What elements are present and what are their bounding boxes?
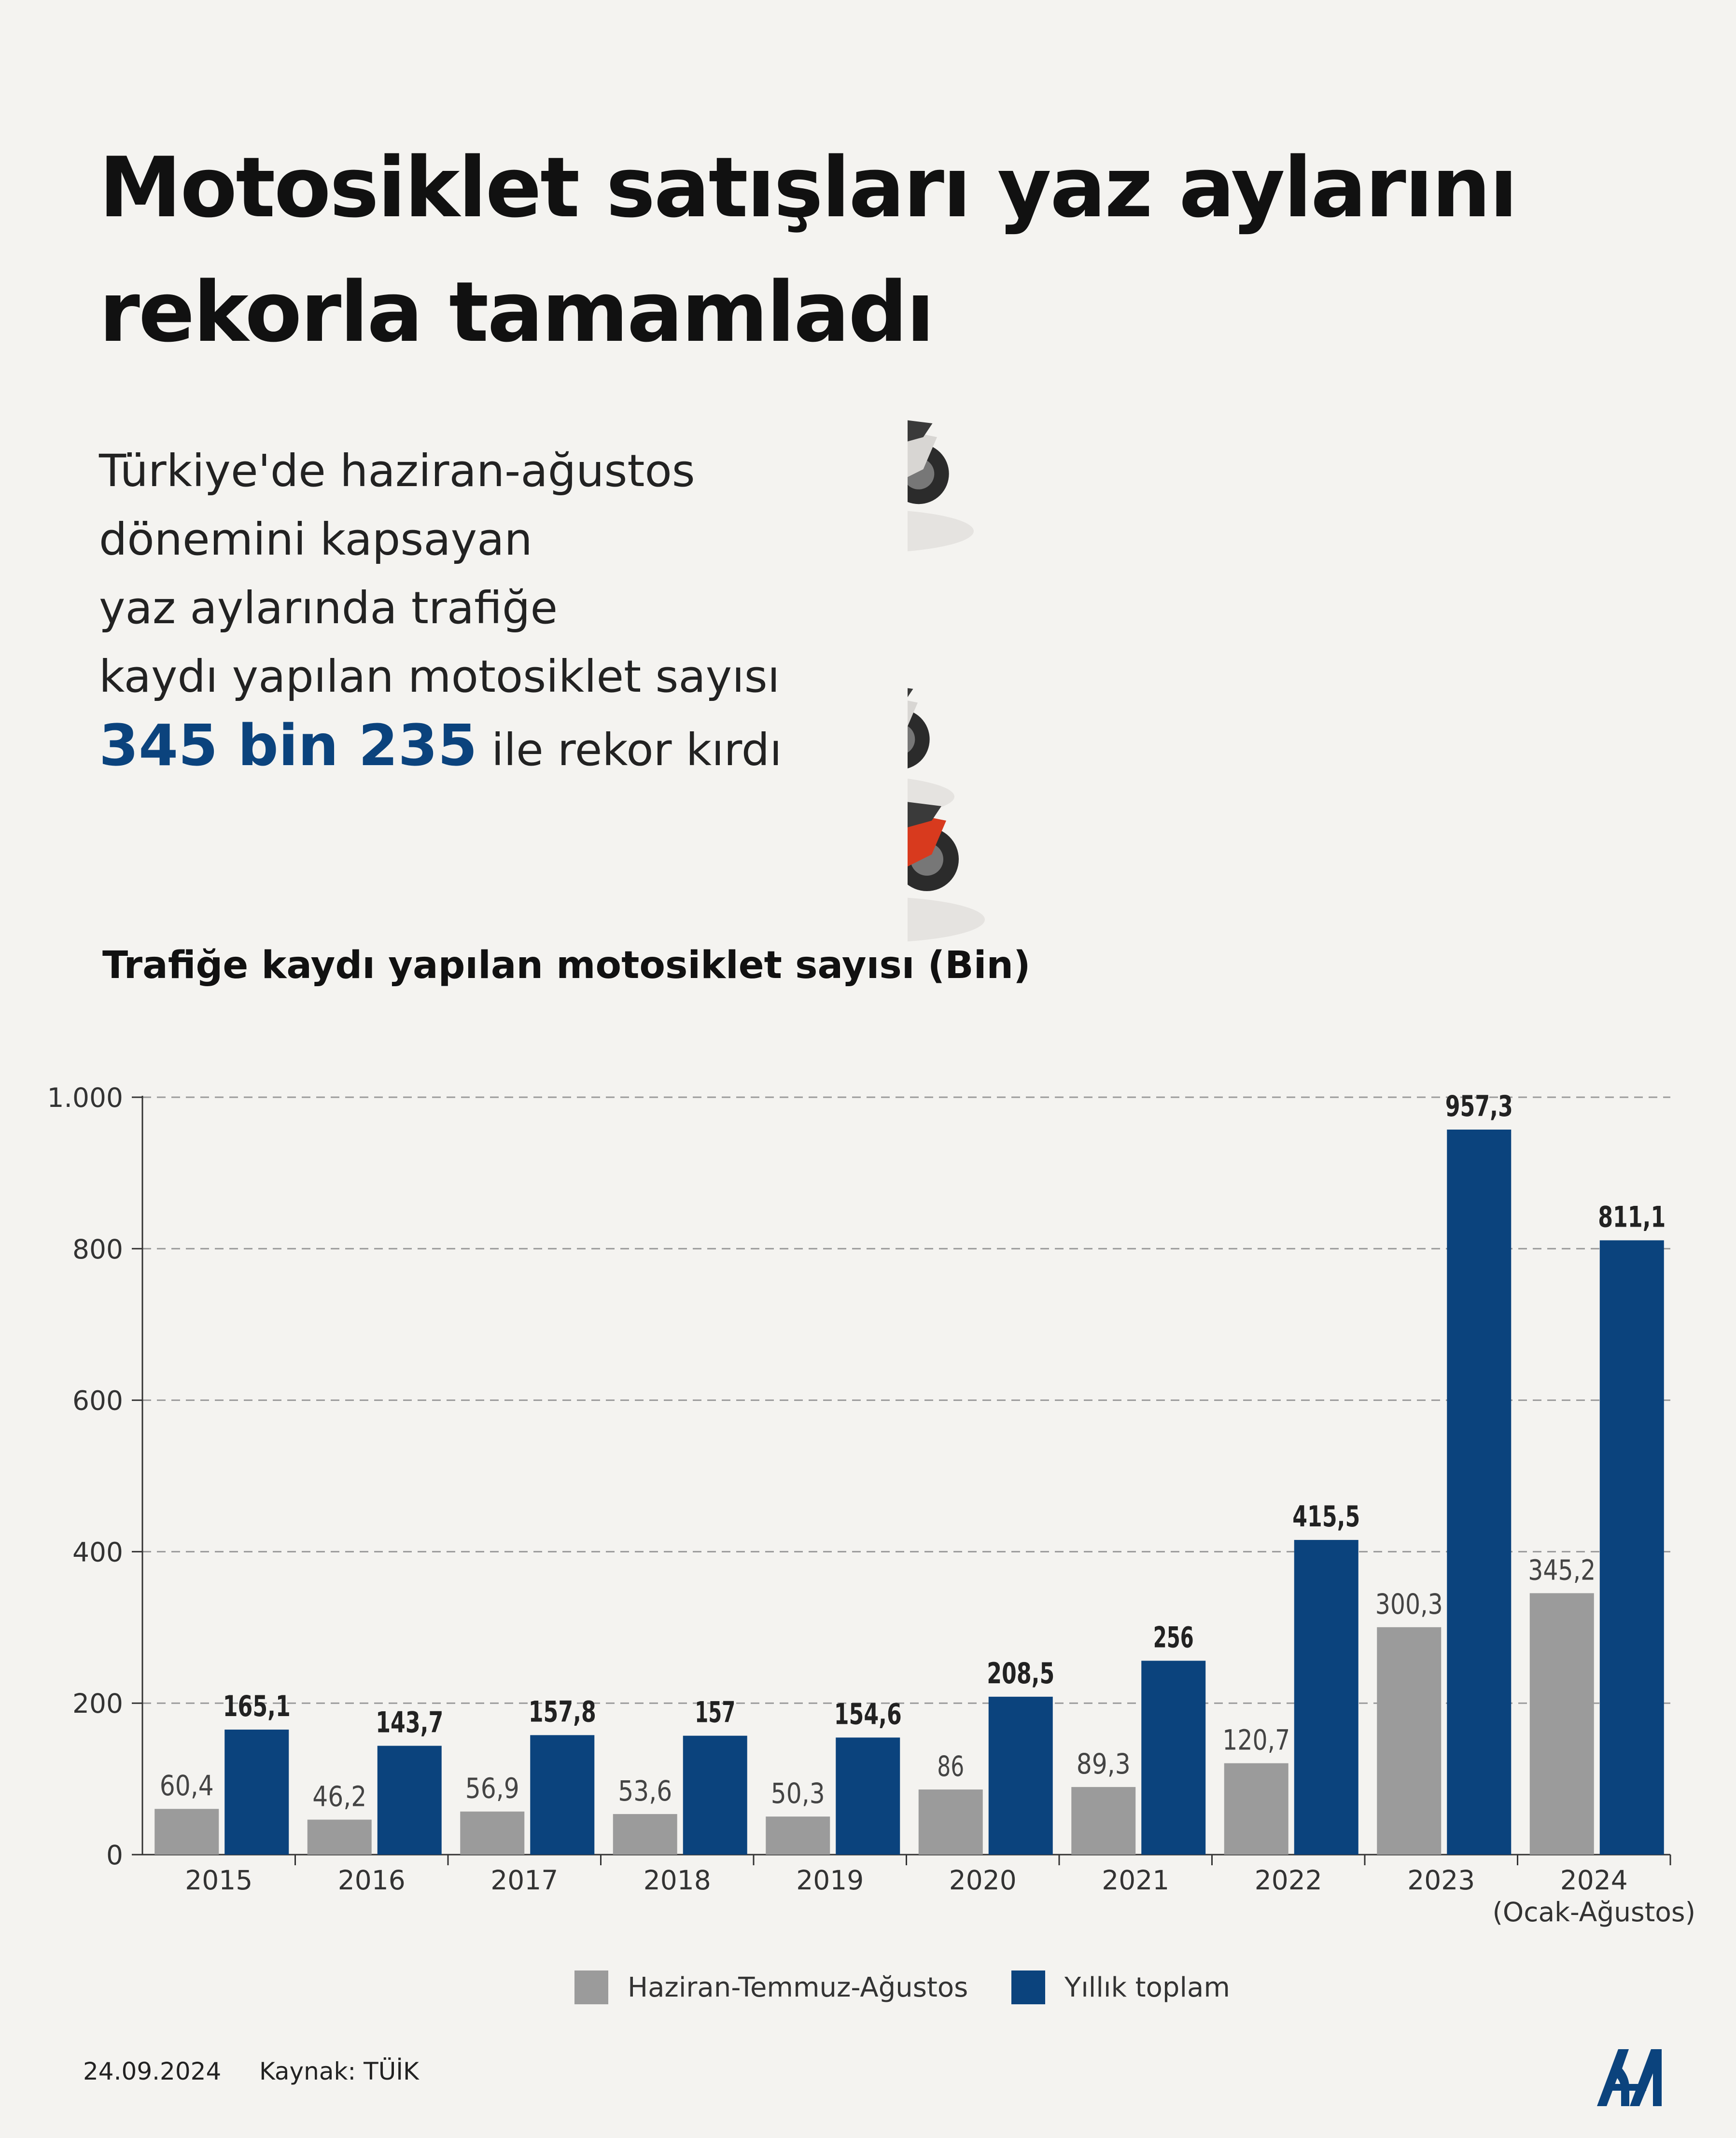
bar-annual (377, 1746, 442, 1855)
bar-summer (154, 1809, 219, 1855)
highlight-value: 345 bin 235 (99, 712, 477, 779)
data-label-annual: 157 (695, 1696, 735, 1730)
bar-summer (613, 1814, 677, 1855)
data-label-annual: 208,5 (987, 1657, 1054, 1691)
bar-annual (1294, 1540, 1358, 1855)
y-tick-label: 400 (72, 1537, 123, 1567)
bar-summer (918, 1789, 983, 1855)
subtitle-line-4: kaydı yapılan motosiklet sayısı (99, 651, 780, 702)
x-tick-label: 2024 (1560, 1865, 1628, 1896)
x-tick-label: 2019 (796, 1865, 864, 1896)
data-label-annual: 157,8 (529, 1695, 596, 1729)
motorcycle-icon (908, 802, 985, 942)
y-tick-label: 200 (72, 1688, 123, 1719)
legend-swatch-summer (574, 1970, 608, 2004)
bar-summer (1377, 1627, 1442, 1855)
bar-summer (1071, 1787, 1136, 1855)
motorcycle-icon (908, 420, 974, 552)
title-line-2: rekorla tamamladı (99, 264, 935, 361)
data-label-summer: 56,9 (465, 1772, 519, 1805)
chart-title: Trafiğe kaydı yapılan motosiklet sayısı … (102, 944, 1031, 987)
bar-annual (988, 1696, 1053, 1855)
data-label-annual: 165,1 (223, 1690, 291, 1723)
legend-item-annual: Yıllık toplam (1011, 1970, 1230, 2004)
legend-label-summer: Haziran-Temmuz-Ağustos (628, 1971, 968, 2003)
y-tick-label: 1.000 (47, 1082, 123, 1113)
footer-date: 24.09.2024 (83, 2057, 222, 2085)
bar-annual (530, 1735, 595, 1855)
bar-summer (766, 1817, 830, 1855)
subtitle-line-3: yaz aylarında trafiğe (99, 582, 558, 634)
bar-annual (224, 1729, 289, 1855)
x-tick-label: 2015 (185, 1865, 252, 1896)
bar-annual (1599, 1240, 1664, 1855)
data-label-summer: 120,7 (1222, 1724, 1290, 1757)
data-label-annual: 154,6 (834, 1697, 902, 1731)
data-label-annual: 256 (1153, 1621, 1194, 1654)
data-label-summer: 345,2 (1528, 1553, 1596, 1586)
main-title: Motosiklet satışları yaz aylarını rekorl… (99, 126, 1547, 375)
footer-source: Kaynak: TÜİK (259, 2057, 419, 2085)
x-tick-label: 2022 (1255, 1865, 1322, 1896)
title-line-1: Motosiklet satışları yaz aylarını (99, 139, 1518, 236)
x-tick-label: 2020 (949, 1865, 1017, 1896)
data-label-annual: 143,7 (376, 1706, 443, 1740)
data-label-summer: 50,3 (771, 1777, 825, 1810)
data-label-summer: 46,2 (312, 1780, 366, 1813)
data-label-summer: 86 (937, 1750, 964, 1783)
bar-annual (1141, 1661, 1206, 1855)
subtitle-line-2: dönemini kapsayan (99, 514, 532, 565)
data-label-annual: 957,3 (1445, 1090, 1513, 1123)
bar-summer (307, 1819, 372, 1855)
x-tick-label: 2018 (644, 1865, 711, 1896)
x-tick-label: 2016 (338, 1865, 406, 1896)
aa-logo-icon (1597, 2049, 1662, 2106)
y-tick-label: 0 (106, 1840, 123, 1871)
y-tick-label: 600 (72, 1385, 123, 1416)
bar-summer (460, 1811, 525, 1855)
data-label-annual: 811,1 (1598, 1200, 1666, 1234)
subtitle: Türkiye'de haziran-ağustos dönemini kaps… (99, 437, 968, 784)
x-tick-label: 2021 (1102, 1865, 1169, 1896)
legend-swatch-annual (1011, 1970, 1045, 2004)
motorcycles-illustration (908, 420, 985, 942)
legend-item-summer: Haziran-Temmuz-Ağustos (574, 1970, 968, 2004)
y-tick-label: 800 (72, 1234, 123, 1265)
data-label-annual: 415,5 (1292, 1500, 1360, 1534)
bar-annual (836, 1737, 900, 1855)
bar-summer (1529, 1593, 1594, 1855)
legend-label-annual: Yıllık toplam (1064, 1971, 1230, 2003)
data-label-summer: 60,4 (160, 1769, 214, 1802)
bar-summer (1224, 1763, 1288, 1855)
x-tick-sublabel: (Ocak-Ağustos) (1492, 1897, 1695, 1928)
subtitle-line-5: 345 bin 235 ile rekor kırdı (99, 711, 968, 784)
data-label-summer: 300,3 (1375, 1588, 1443, 1621)
subtitle-line-1: Türkiye'de haziran-ağustos (99, 445, 695, 497)
bar-annual (683, 1735, 747, 1855)
highlight-suffix: ile rekor kırdı (477, 724, 782, 776)
bar-annual (1447, 1129, 1512, 1855)
x-tick-label: 2023 (1407, 1865, 1475, 1896)
data-label-summer: 53,6 (618, 1775, 672, 1807)
x-tick-label: 2017 (490, 1865, 558, 1896)
data-label-summer: 89,3 (1077, 1747, 1131, 1780)
